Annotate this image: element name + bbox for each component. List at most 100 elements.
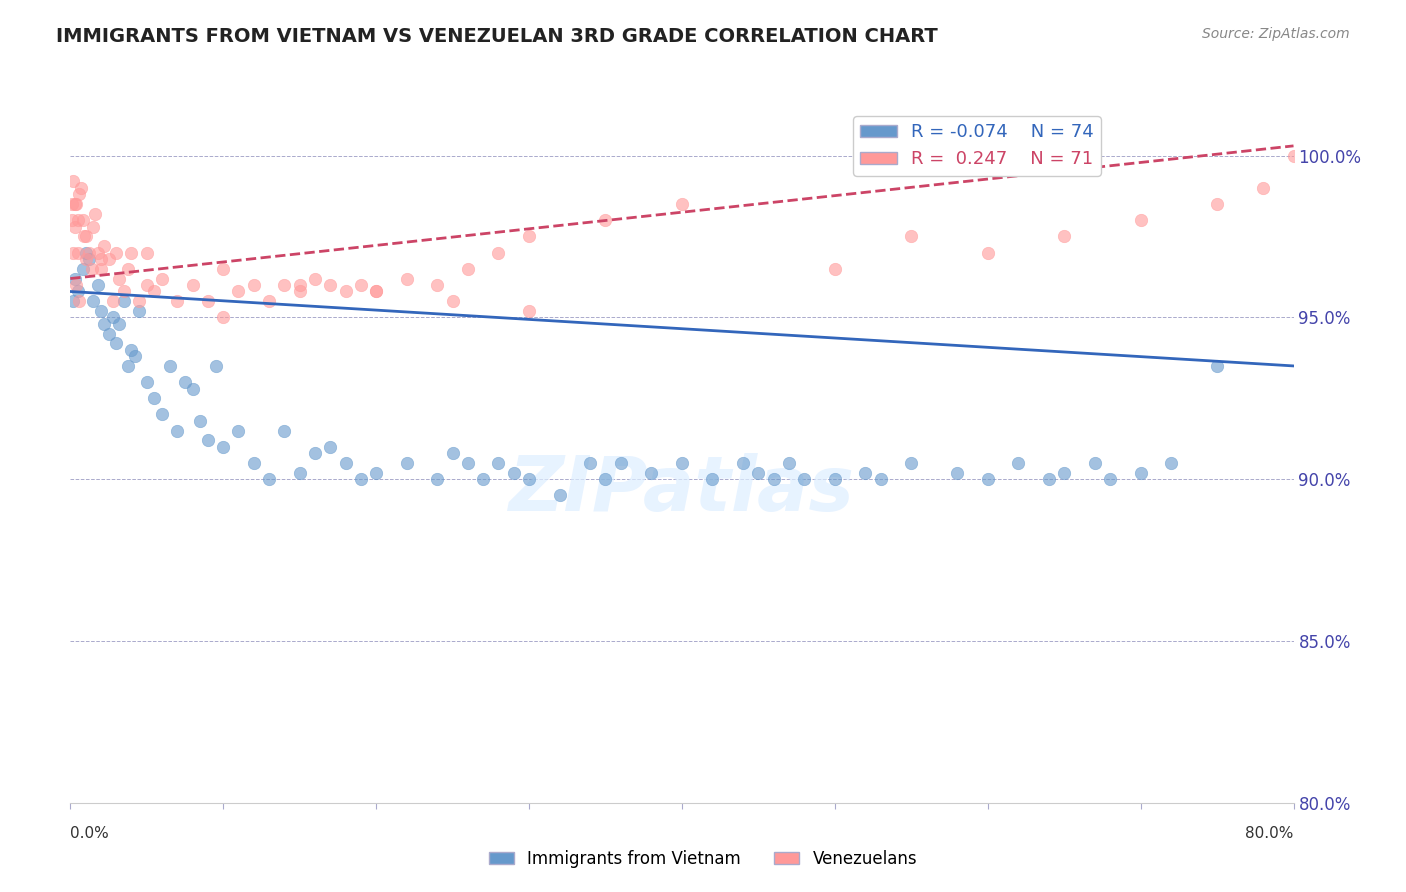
Point	[426, 278, 449, 293]
Point	[69, 187, 91, 202]
Point	[288, 285, 311, 299]
Point	[366, 285, 388, 299]
Point	[610, 456, 633, 470]
Point	[117, 359, 139, 373]
Text: IMMIGRANTS FROM VIETNAM VS VENEZUELAN 3RD GRADE CORRELATION CHART: IMMIGRANTS FROM VIETNAM VS VENEZUELAN 3R…	[56, 27, 938, 45]
Point	[946, 466, 969, 480]
Point	[108, 317, 131, 331]
Point	[228, 285, 250, 299]
Point	[80, 261, 103, 276]
Point	[395, 456, 418, 470]
Point	[243, 278, 266, 293]
Point	[135, 245, 157, 260]
Point	[73, 229, 96, 244]
Point	[640, 466, 662, 480]
Point	[502, 466, 524, 480]
Point	[1160, 456, 1182, 470]
Point	[733, 456, 755, 470]
Point	[1007, 456, 1029, 470]
Point	[62, 294, 84, 309]
Point	[1251, 181, 1274, 195]
Point	[83, 207, 105, 221]
Point	[90, 252, 112, 267]
Point	[166, 294, 188, 309]
Point	[548, 488, 571, 502]
Point	[105, 336, 128, 351]
Point	[1053, 466, 1076, 480]
Legend: R = -0.074    N = 74, R =  0.247    N = 71: R = -0.074 N = 74, R = 0.247 N = 71	[853, 116, 1101, 176]
Point	[488, 456, 510, 470]
Text: ZIPatlas: ZIPatlas	[509, 453, 855, 526]
Point	[395, 271, 418, 285]
Point	[824, 261, 846, 276]
Point	[204, 359, 226, 373]
Point	[63, 197, 86, 211]
Point	[143, 392, 166, 406]
Point	[671, 456, 693, 470]
Point	[90, 261, 112, 276]
Point	[228, 424, 250, 438]
Point	[1053, 229, 1076, 244]
Point	[243, 456, 266, 470]
Point	[77, 252, 100, 267]
Point	[1206, 197, 1229, 211]
Point	[319, 278, 342, 293]
Point	[188, 414, 211, 428]
Point	[457, 261, 479, 276]
Point	[517, 229, 540, 244]
Point	[93, 239, 115, 253]
Point	[304, 446, 326, 460]
Point	[62, 174, 84, 188]
Point	[900, 456, 922, 470]
Point	[60, 213, 83, 227]
Point	[977, 472, 1000, 486]
Point	[75, 252, 97, 267]
Point	[181, 278, 204, 293]
Point	[335, 285, 357, 299]
Point	[181, 382, 204, 396]
Point	[457, 456, 479, 470]
Point	[257, 294, 280, 309]
Point	[150, 408, 173, 422]
Point	[75, 229, 97, 244]
Point	[366, 466, 388, 480]
Point	[101, 310, 124, 325]
Point	[87, 245, 110, 260]
Point	[66, 213, 89, 227]
Point	[1282, 148, 1305, 162]
Point	[197, 294, 219, 309]
Point	[72, 261, 94, 276]
Point	[1129, 466, 1152, 480]
Point	[579, 456, 602, 470]
Point	[65, 278, 87, 293]
Point	[441, 446, 464, 460]
Point	[143, 285, 166, 299]
Point	[62, 245, 84, 260]
Point	[135, 375, 157, 389]
Point	[63, 219, 86, 234]
Point	[121, 245, 143, 260]
Point	[90, 304, 112, 318]
Point	[166, 424, 188, 438]
Point	[150, 271, 173, 285]
Point	[60, 197, 83, 211]
Legend: Immigrants from Vietnam, Venezuelans: Immigrants from Vietnam, Venezuelans	[482, 844, 924, 875]
Point	[212, 310, 235, 325]
Text: 0.0%: 0.0%	[70, 827, 110, 841]
Point	[128, 304, 150, 318]
Point	[273, 278, 295, 293]
Point	[441, 294, 464, 309]
Text: 80.0%: 80.0%	[1246, 827, 1294, 841]
Point	[426, 472, 449, 486]
Point	[824, 472, 846, 486]
Point	[335, 456, 357, 470]
Point	[472, 472, 495, 486]
Point	[869, 472, 891, 486]
Point	[121, 343, 143, 357]
Point	[288, 466, 311, 480]
Point	[517, 472, 540, 486]
Point	[93, 317, 115, 331]
Point	[319, 440, 342, 454]
Point	[66, 245, 89, 260]
Point	[977, 245, 1000, 260]
